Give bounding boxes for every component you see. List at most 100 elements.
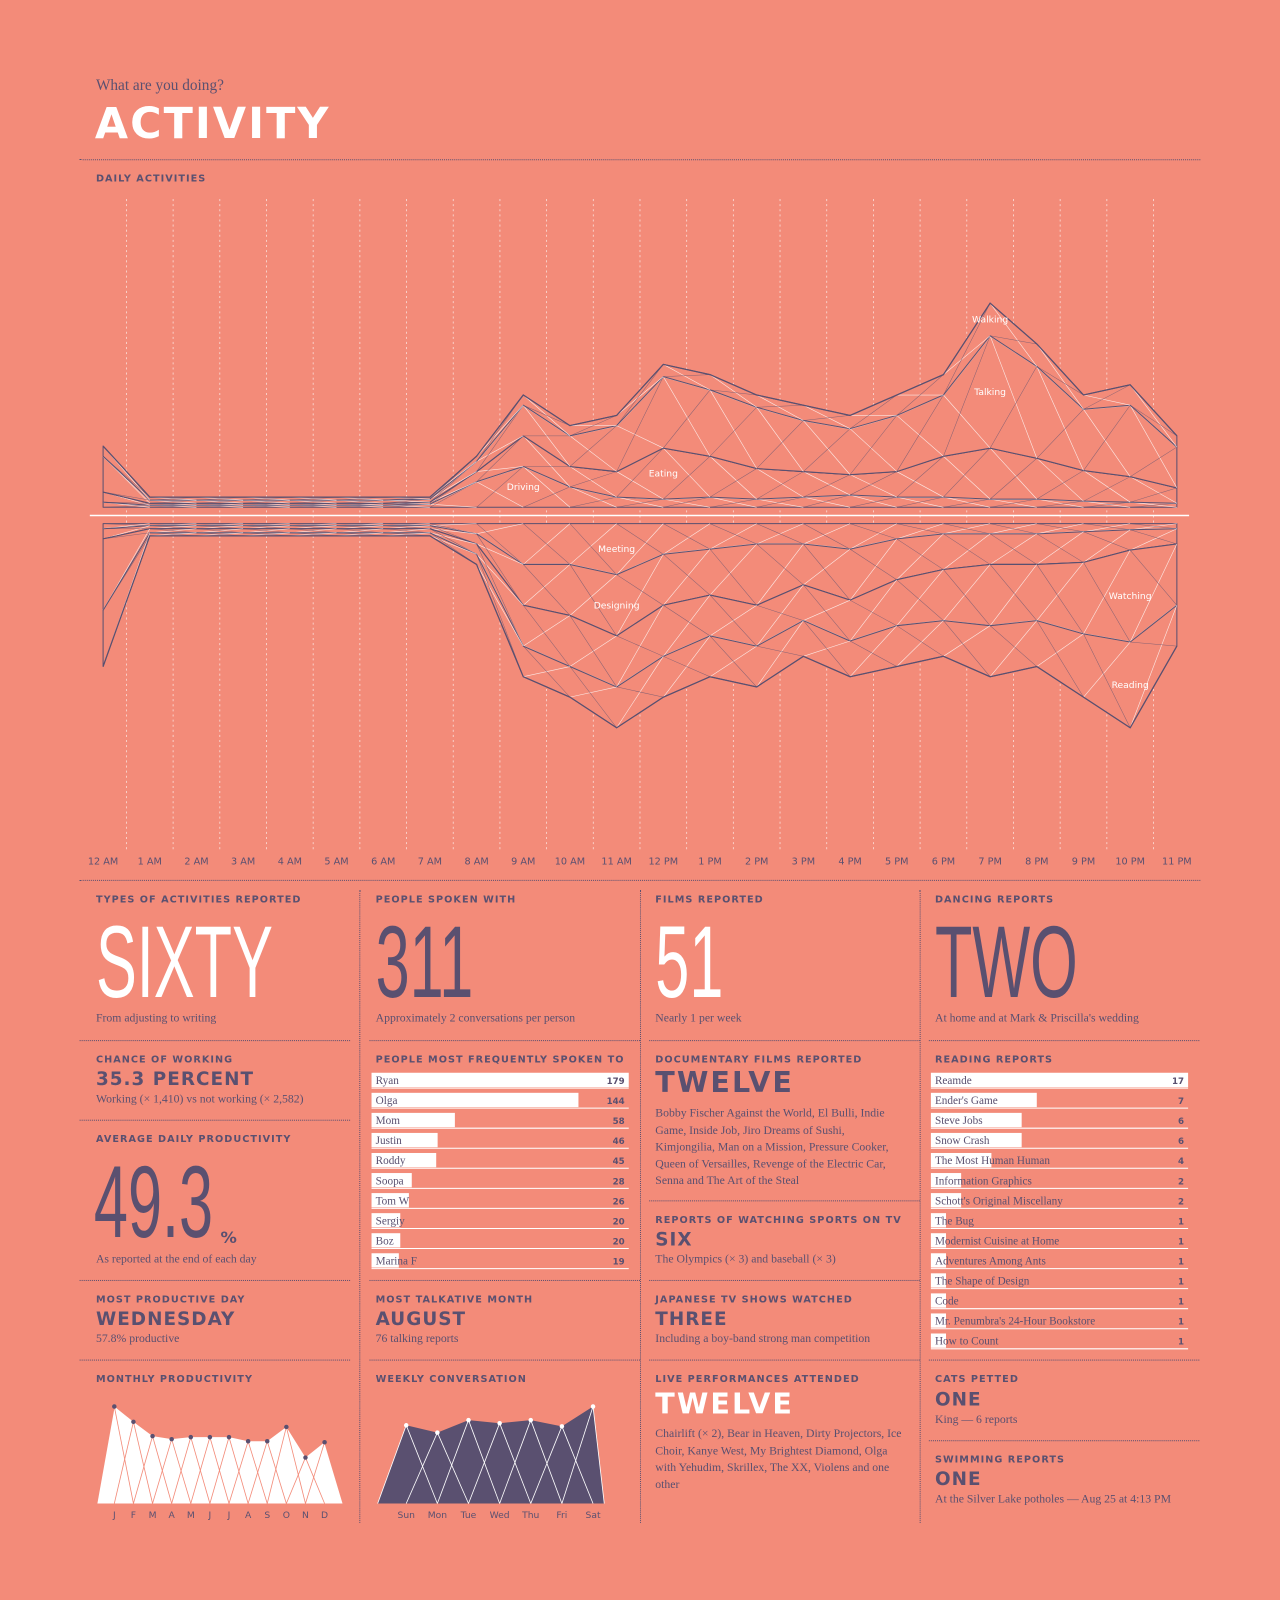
stream-mesh <box>849 523 897 540</box>
series-label: Watching <box>1109 591 1152 602</box>
x-tick-label: 12 PM <box>649 857 679 868</box>
stream-mesh <box>896 625 944 657</box>
stat-note: Bobby Fischer Against the World, El Bull… <box>655 1107 889 1188</box>
stat-note: From adjusting to writing <box>95 1012 217 1025</box>
stream-mesh <box>989 302 1038 367</box>
stream-mesh <box>663 656 711 677</box>
stat-label: SWIMMING REPORTS <box>934 1454 1066 1466</box>
value-label: 6 <box>1178 1137 1184 1147</box>
stat-value: SIX <box>655 1228 693 1251</box>
bar-label: Sergiy <box>376 1215 405 1227</box>
stream-mesh <box>1083 501 1131 508</box>
bar-label: The Most Human Human <box>935 1155 1050 1167</box>
area-mesh <box>96 1406 115 1504</box>
bar-label: Information Graphics <box>935 1175 1032 1187</box>
separator <box>79 879 1201 881</box>
bar <box>930 1072 1189 1088</box>
series-label: Walking <box>972 315 1008 326</box>
stream-mesh <box>103 504 150 508</box>
bar <box>930 1092 1037 1108</box>
bar-label: How to Count <box>935 1336 999 1348</box>
stream-mesh <box>523 564 571 616</box>
stream-mesh <box>803 496 851 508</box>
area-mesh <box>190 1437 211 1504</box>
x-tick-label: Sat <box>586 1510 601 1521</box>
separator <box>79 1279 351 1281</box>
chart-title: MONTHLY PRODUCTIVITY <box>95 1373 253 1386</box>
x-tick-label: D <box>321 1510 328 1521</box>
area-mesh <box>499 1419 532 1504</box>
stream-mesh <box>1036 366 1084 396</box>
x-tick-label: Mon <box>428 1510 448 1521</box>
stream-mesh <box>989 620 1038 677</box>
stream-mesh <box>243 528 290 534</box>
stream-mesh <box>1083 470 1131 503</box>
series-label: Eating <box>649 469 678 480</box>
point <box>188 1434 194 1440</box>
stream-mesh <box>523 435 571 488</box>
x-tick-label: 11 AM <box>601 857 631 868</box>
area-mesh <box>324 1442 344 1504</box>
area-mesh <box>133 1436 153 1504</box>
stream-mesh <box>896 538 944 570</box>
stream-mesh <box>476 543 524 647</box>
series-label: Driving <box>507 482 540 493</box>
x-tick-label: 3 AM <box>231 857 255 868</box>
stream-mesh <box>476 481 524 508</box>
series-label: Designing <box>594 600 640 611</box>
stream-mesh <box>1036 458 1084 502</box>
x-tick-label: 7 PM <box>978 857 1001 868</box>
stat-note: 57.8% productive <box>95 1333 180 1346</box>
stat-value: 311 <box>375 905 474 1020</box>
value-label: 2 <box>1178 1177 1184 1187</box>
stream-mesh <box>803 415 851 421</box>
stream-mesh <box>1083 394 1131 406</box>
stream-mesh <box>476 466 524 508</box>
area-mesh <box>133 1421 153 1504</box>
stream-mesh <box>616 574 664 606</box>
separator <box>79 1119 351 1121</box>
stream-mesh <box>1083 550 1131 635</box>
stat-label: DOCUMENTARY FILMS REPORTED <box>655 1054 863 1066</box>
point <box>322 1440 327 1445</box>
stream-mesh <box>1036 633 1084 667</box>
stream-mesh <box>849 523 897 550</box>
stream-edge <box>102 302 1178 498</box>
x-tick-label: 6 PM <box>932 857 955 868</box>
stream-mesh <box>476 533 524 606</box>
stream-mesh <box>476 543 524 565</box>
stream-mesh <box>616 523 664 555</box>
stream-mesh <box>1129 605 1178 728</box>
stream-mesh <box>569 466 617 498</box>
stream-mesh <box>849 640 897 667</box>
stat-note: Nearly 1 per week <box>655 1012 742 1025</box>
stream-mesh <box>1036 562 1084 621</box>
chart-title: READING REPORTS <box>934 1054 1054 1066</box>
series-label: Reading <box>1112 680 1149 691</box>
bar <box>371 1112 455 1128</box>
stat-value: ONE <box>934 1468 982 1491</box>
area-mesh <box>171 1437 192 1504</box>
stream-mesh <box>1130 528 1177 551</box>
x-tick-label: Tue <box>460 1510 477 1521</box>
stream-mesh <box>102 535 150 611</box>
stat-note: Approximately 2 conversations per person <box>375 1012 576 1025</box>
stream-mesh <box>616 686 664 698</box>
separator <box>359 890 361 1523</box>
separator <box>928 1440 1200 1442</box>
stream-mesh <box>756 471 804 500</box>
area-mesh <box>228 1441 249 1504</box>
stream-mesh <box>1129 405 1178 489</box>
bar <box>371 1132 438 1148</box>
bar <box>371 1072 629 1088</box>
x-tick-label: 10 AM <box>555 857 585 868</box>
stream-mesh <box>569 523 617 575</box>
stream-mesh <box>989 533 1037 565</box>
bar-label: The Shape of Design <box>935 1276 1030 1288</box>
stat-note: Including a boy-band strong man competit… <box>655 1333 871 1346</box>
stream-mesh <box>943 335 991 375</box>
area-mesh <box>530 1426 563 1504</box>
stat-label: TYPES OF ACTIVITIES REPORTED <box>95 894 302 906</box>
area-mesh <box>530 1419 563 1504</box>
stream-mesh <box>663 456 711 500</box>
